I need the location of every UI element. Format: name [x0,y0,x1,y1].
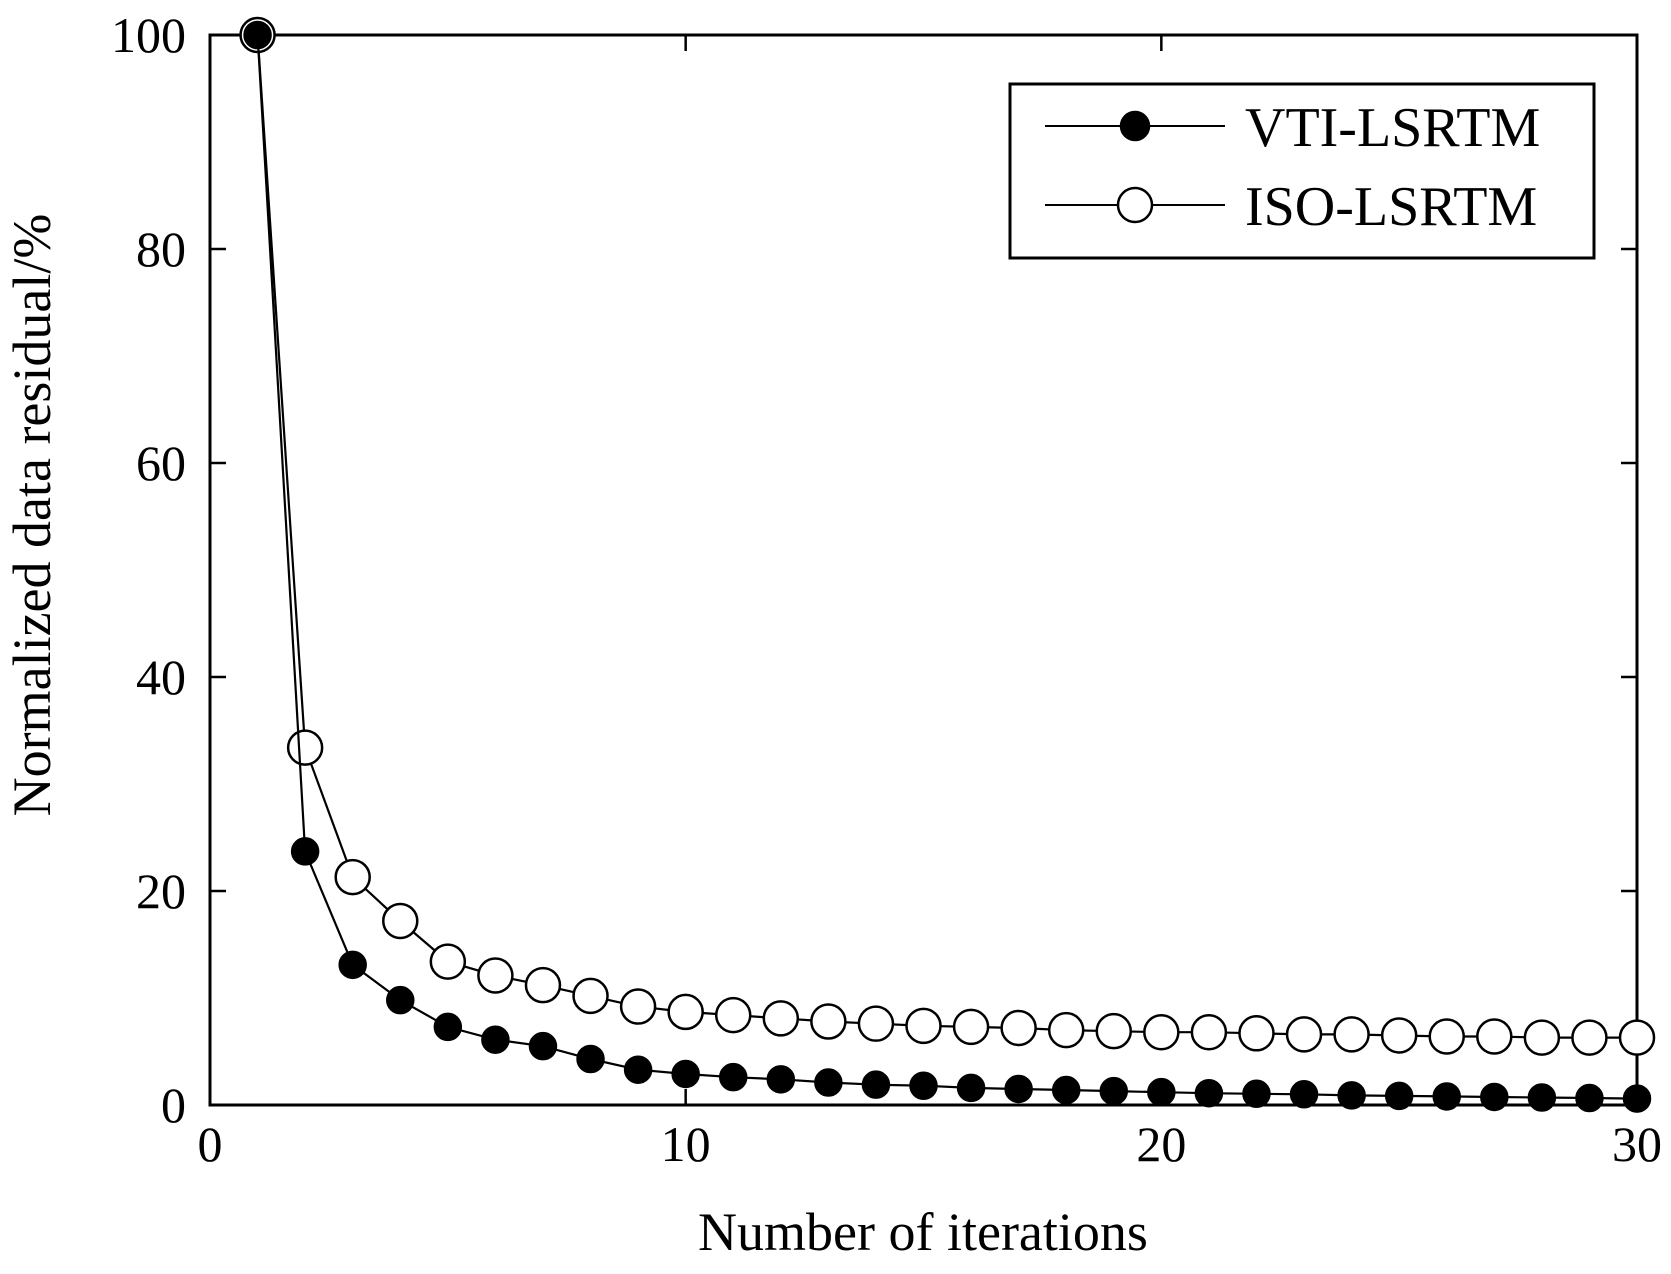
data-point-iso-lsrtm [714,996,752,1034]
data-point-iso-lsrtm [286,729,324,766]
data-point-iso-lsrtm [572,977,609,1015]
data-point-vti-lsrtm [766,1065,796,1094]
data-point-vti-lsrtm [623,1055,653,1084]
data-point-vti-lsrtm [1480,1082,1509,1112]
data-point-iso-lsrtm [477,957,514,994]
data-point-iso-lsrtm [619,988,657,1025]
data-point-iso-lsrtm [1095,1012,1133,1050]
data-point-iso-lsrtm [1618,1019,1656,1056]
data-point-iso-lsrtm [1523,1019,1561,1056]
data-point-iso-lsrtm [1047,1011,1085,1049]
data-point-iso-lsrtm [667,993,704,1031]
data-point-iso-lsrtm [1571,1019,1608,1056]
data-point-vti-lsrtm [1242,1079,1271,1109]
legend-marker-iso [1116,186,1154,224]
data-point-vti-lsrtm [956,1073,986,1103]
series-layer [239,16,1656,1113]
data-point-vti-lsrtm [1575,1083,1604,1113]
data-point-vti-lsrtm [433,1012,463,1042]
data-point-vti-lsrtm [1289,1080,1319,1109]
data-point-iso-lsrtm [762,1000,800,1037]
data-point-iso-lsrtm [1238,1015,1275,1052]
legend-label-iso: ISO-LSRTM [1245,176,1537,238]
axis-tick-labels: 0 10 20 30 0 20 40 60 80 100 [111,7,1662,1172]
data-point-iso-lsrtm [1333,1016,1370,1053]
data-point-iso-lsrtm [810,1003,847,1040]
data-point-vti-lsrtm [861,1070,891,1099]
data-point-vti-lsrtm [1099,1076,1129,1106]
y-axis-label: Normalized data residual/% [2,214,62,817]
y-tick-label: 20 [136,863,186,919]
data-point-iso-lsrtm [1000,1009,1037,1047]
data-point-vti-lsrtm [1337,1081,1366,1110]
data-point-vti-lsrtm [481,1025,510,1054]
data-point-vti-lsrtm [1194,1078,1224,1108]
data-point-vti-lsrtm [1527,1083,1557,1112]
data-point-iso-lsrtm [334,858,371,896]
legend: VTI-LSRTM ISO-LSRTM [1008,82,1596,260]
data-point-vti-lsrtm [243,20,272,50]
y-tick-label: 100 [111,7,186,63]
data-point-iso-lsrtm [1190,1013,1228,1051]
legend-marker-vti [1119,110,1151,142]
x-tick-label: 20 [1136,1116,1186,1172]
data-point-vti-lsrtm [814,1068,843,1097]
y-tick-label: 0 [161,1077,186,1133]
x-tick-label: 10 [661,1116,711,1172]
data-point-vti-lsrtm [1622,1084,1652,1113]
data-point-iso-lsrtm [1428,1018,1465,1055]
axis-ticks [208,33,1639,1107]
data-point-iso-lsrtm [857,1005,895,1042]
y-tick-label: 80 [136,221,186,277]
legend-label-vti: VTI-LSRTM [1245,97,1540,159]
data-point-vti-lsrtm [671,1059,700,1089]
data-point-iso-lsrtm [524,966,562,1004]
x-tick-label: 30 [1612,1116,1662,1172]
data-point-iso-lsrtm [1143,1013,1180,1051]
y-tick-label: 60 [136,435,186,491]
data-point-vti-lsrtm [1004,1074,1033,1104]
data-point-iso-lsrtm [1380,1017,1418,1054]
data-point-vti-lsrtm [338,950,367,980]
data-point-vti-lsrtm [290,837,320,866]
data-point-iso-lsrtm [1285,1016,1323,1053]
data-point-vti-lsrtm [718,1062,748,1092]
data-point-vti-lsrtm [1147,1077,1176,1107]
data-point-vti-lsrtm [528,1031,558,1061]
data-point-vti-lsrtm [909,1071,938,1100]
plot-frame [208,33,1639,1107]
data-point-vti-lsrtm [386,985,415,1015]
y-tick-label: 40 [136,649,186,705]
data-point-vti-lsrtm [1384,1081,1414,1111]
legend-box [1008,82,1596,260]
series-iso-lsrtm [239,16,1656,1056]
data-point-vti-lsrtm [1432,1082,1461,1111]
data-point-vti-lsrtm [1051,1075,1081,1105]
data-point-vti-lsrtm [576,1044,605,1074]
data-point-iso-lsrtm [905,1007,942,1045]
x-tick-label: 0 [198,1116,223,1172]
data-point-iso-lsrtm [952,1008,990,1046]
series-vti-lsrtm [243,20,1652,1113]
x-axis-label: Number of iterations [698,1202,1148,1262]
data-point-iso-lsrtm [1476,1018,1513,1055]
data-point-iso-lsrtm [382,902,419,940]
data-point-iso-lsrtm [429,943,467,980]
